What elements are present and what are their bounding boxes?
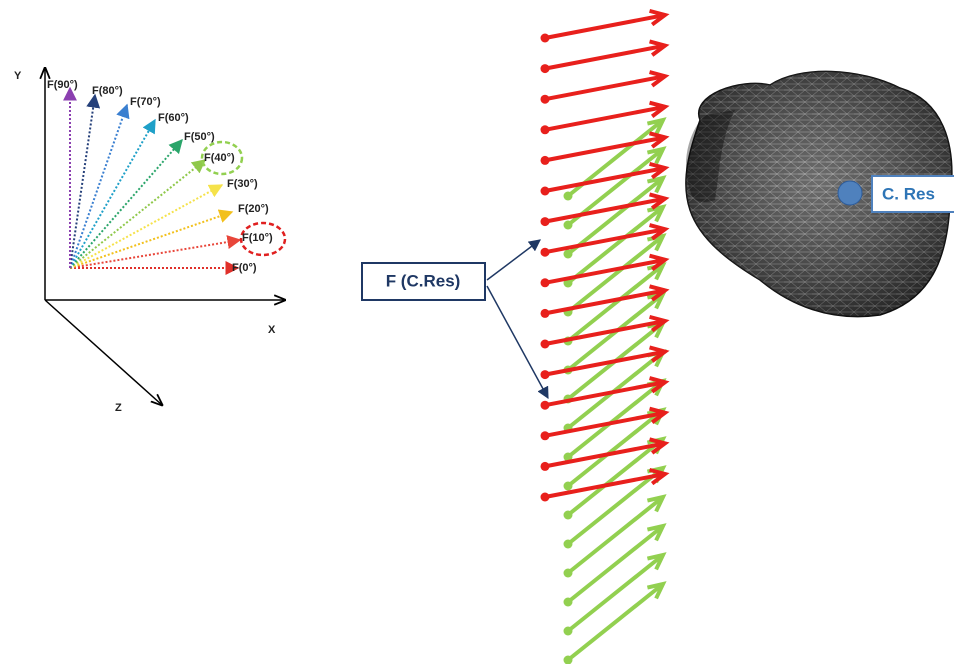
diagram: Y X Z C. Res F (C.Res) F(0°) F(10°) F(20°)… xyxy=(0,0,954,664)
force-label: F(80°) xyxy=(92,85,123,97)
z-axis xyxy=(45,300,162,405)
callout-arrow xyxy=(487,286,548,398)
axis-label: Y xyxy=(14,70,22,82)
direction-vector xyxy=(70,140,182,268)
arrow-shaft xyxy=(545,107,665,130)
callout-arrow xyxy=(487,240,540,280)
force-arrow xyxy=(541,439,666,471)
force-label: F(60°) xyxy=(158,112,189,124)
arrow-shaft xyxy=(545,474,665,497)
axis-label: Z xyxy=(115,402,122,414)
force-vectors xyxy=(70,88,240,268)
arrow-shaft xyxy=(545,76,665,99)
force-label: F(10°) xyxy=(242,232,273,244)
force-arrow xyxy=(541,470,666,502)
force-label: F(30°) xyxy=(227,178,258,190)
direction-vector xyxy=(70,120,155,268)
force-label: F(50°) xyxy=(184,131,215,143)
force-arrow xyxy=(541,41,666,73)
arrow-shaft xyxy=(545,168,665,191)
arrow-shaft xyxy=(545,15,665,38)
force-label: F(0°) xyxy=(232,262,257,274)
force-field xyxy=(541,11,666,664)
force-label: F(90°) xyxy=(47,79,78,91)
force-arrow xyxy=(541,103,666,135)
force-label: F(70°) xyxy=(130,96,161,108)
direction-vector xyxy=(70,95,95,268)
center-of-resistance xyxy=(838,181,862,205)
center-label: C. Res xyxy=(882,184,935,203)
direction-vector xyxy=(70,160,205,268)
arrow-shaft xyxy=(545,443,665,466)
arrow-shaft xyxy=(545,137,665,160)
axis-label: X xyxy=(268,324,276,336)
force-arrow xyxy=(541,72,666,104)
force-arrow xyxy=(541,11,666,43)
force-arrow xyxy=(541,225,666,257)
force-label: F(20°) xyxy=(238,203,269,215)
force-label: F(40°) xyxy=(204,152,235,164)
arrow-shaft xyxy=(545,46,665,69)
callout-label: F (C.Res) xyxy=(386,271,461,290)
direction-vector xyxy=(70,105,127,268)
